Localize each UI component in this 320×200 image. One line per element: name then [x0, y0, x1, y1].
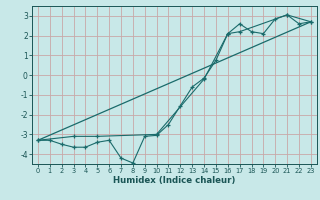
- X-axis label: Humidex (Indice chaleur): Humidex (Indice chaleur): [113, 176, 236, 185]
